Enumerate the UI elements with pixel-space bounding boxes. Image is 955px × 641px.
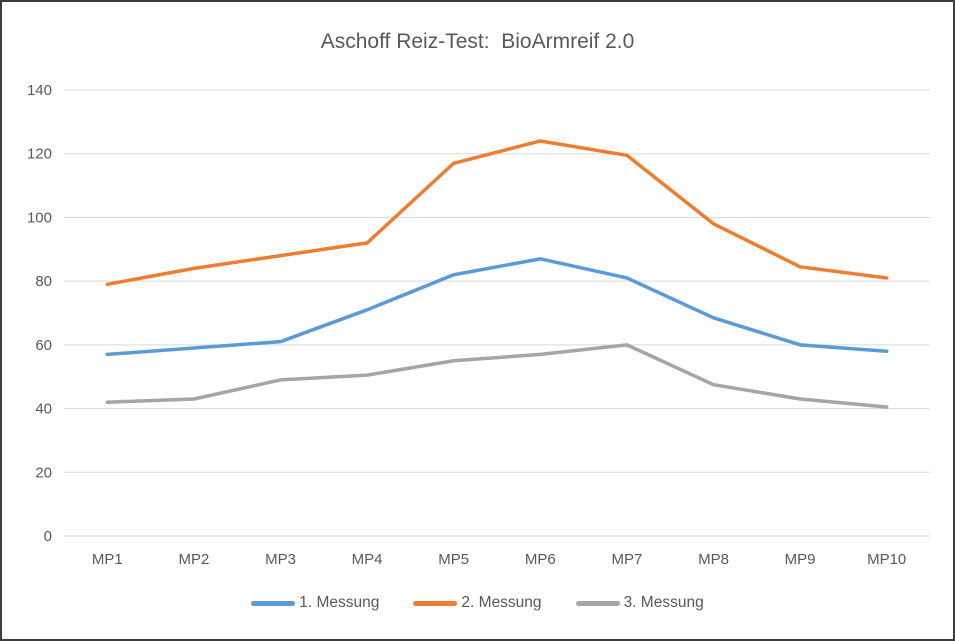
x-axis-tick-label: MP4 (352, 551, 383, 568)
x-axis-tick-label: MP8 (698, 551, 729, 568)
x-axis-tick-label: MP6 (525, 551, 556, 568)
x-axis-tick-label: MP9 (785, 551, 816, 568)
legend-line-swatch-icon (575, 600, 620, 606)
y-axis-tick-label: 40 (35, 401, 52, 418)
legend-line-swatch-icon (251, 600, 296, 606)
x-axis-tick-label: MP1 (92, 551, 123, 568)
legend-item-1-messung: 1. Messung (251, 594, 379, 612)
x-axis-tick-label: MP5 (438, 551, 469, 568)
legend-item-2-messung: 2. Messung (413, 594, 542, 612)
x-axis-tick-label: MP3 (265, 551, 296, 568)
series-line-3-messung (105, 343, 889, 409)
x-axis-tick-label: MP2 (178, 551, 209, 568)
series-line-2-messung (105, 139, 889, 287)
legend-label: 2. Messung (461, 594, 542, 611)
y-axis-tick-label: 140 (27, 82, 52, 99)
y-axis-tick-label: 80 (35, 273, 52, 290)
legend-line-swatch-icon (413, 600, 458, 606)
x-axis-tick-label: MP7 (611, 551, 642, 568)
y-axis-tick-label: 0 (44, 528, 52, 545)
legend-label: 1. Messung (299, 594, 380, 611)
legend-item-3-messung: 3. Messung (575, 594, 704, 612)
x-axis-tick-label: MP10 (867, 551, 906, 568)
y-axis-tick-label: 20 (35, 464, 52, 481)
chart-legend: 1. Messung 2. Messung 3. Messung (2, 594, 953, 612)
y-axis-tick-label: 100 (27, 209, 52, 226)
chart-title: Aschoff Reiz-Test: BioArmreif 2.0 (320, 30, 635, 53)
series-line-1-messung (105, 257, 889, 357)
legend-label: 3. Messung (623, 594, 704, 611)
y-axis-tick-label: 120 (27, 146, 52, 163)
y-axis-tick-label: 60 (35, 337, 52, 354)
